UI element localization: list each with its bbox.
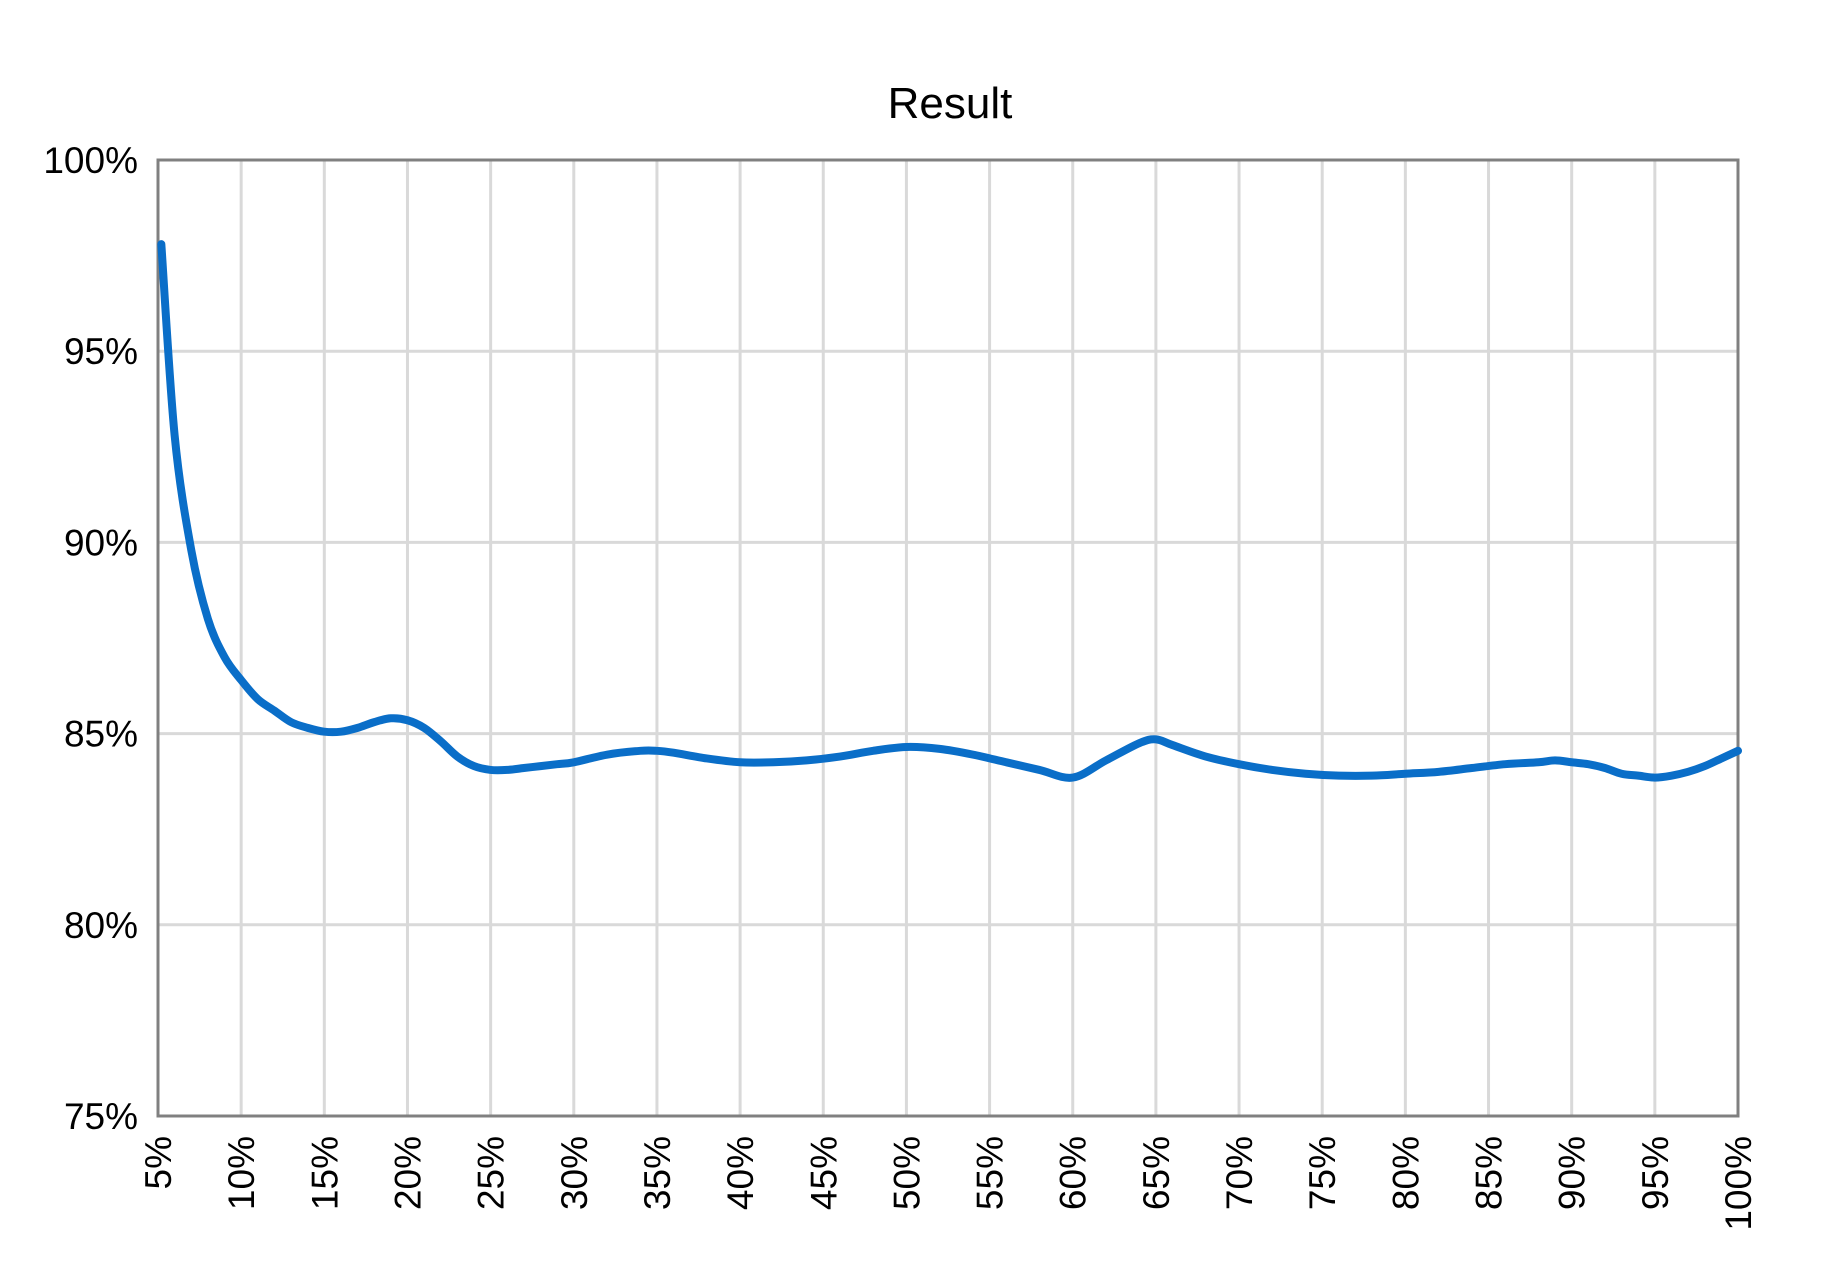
grid-lines (158, 160, 1738, 1116)
x-tick-label: 45% (803, 1136, 844, 1210)
chart-title: Result (888, 79, 1013, 128)
plot-frame (156, 158, 1740, 1118)
x-tick-label: 30% (554, 1136, 595, 1210)
x-tick-label: 20% (387, 1136, 428, 1210)
x-tick-label: 10% (221, 1136, 262, 1210)
y-tick-label: 90% (64, 522, 138, 563)
x-tick-label: 25% (471, 1136, 512, 1210)
x-tick-label: 80% (1385, 1136, 1426, 1210)
y-tick-label: 75% (64, 1096, 138, 1137)
x-tick-label: 50% (886, 1136, 927, 1210)
x-tick-label: 70% (1219, 1136, 1260, 1210)
x-tick-label: 75% (1302, 1136, 1343, 1210)
x-tick-label: 60% (1053, 1136, 1094, 1210)
y-tick-label: 95% (64, 331, 138, 372)
x-tick-label: 100% (1718, 1136, 1759, 1231)
x-tick-label: 15% (304, 1136, 345, 1210)
x-tick-labels: 5% 10% 15% 20% 25% 30% 35% 40% 45% 50% 55% 60% 65% 70… (138, 1136, 1759, 1231)
y-tick-labels: 75% 80% 85% 90% 95% 100% (43, 140, 138, 1137)
y-tick-label: 80% (64, 905, 138, 946)
y-tick-label: 85% (64, 714, 138, 755)
x-tick-label: 35% (637, 1136, 678, 1210)
x-tick-label: 40% (720, 1136, 761, 1210)
y-tick-label: 100% (43, 140, 138, 181)
x-tick-label: 65% (1136, 1136, 1177, 1210)
x-tick-label: 55% (970, 1136, 1011, 1210)
x-tick-label: 95% (1635, 1136, 1676, 1210)
x-tick-label: 90% (1552, 1136, 1593, 1210)
x-tick-label: 5% (138, 1136, 179, 1189)
series-line (157, 240, 1742, 782)
x-tick-label: 85% (1469, 1136, 1510, 1210)
